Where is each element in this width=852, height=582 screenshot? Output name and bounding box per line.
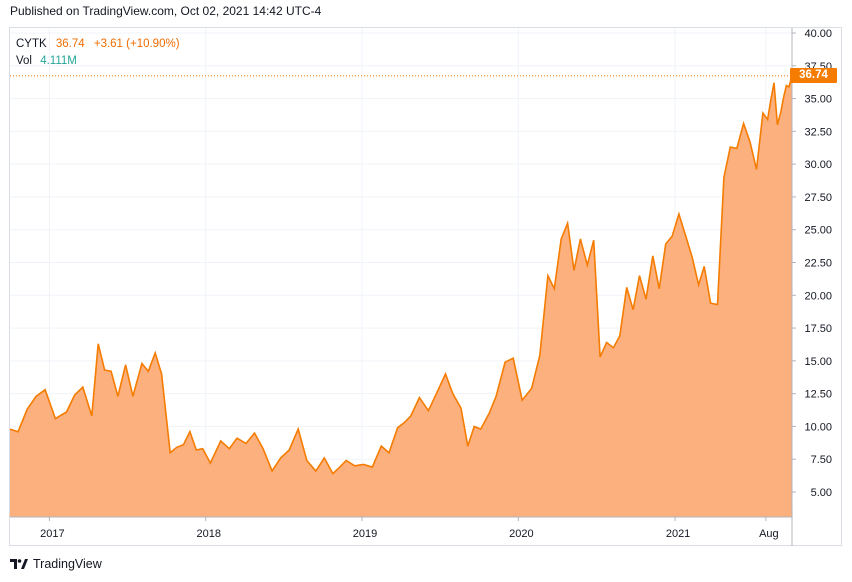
y-tick-label: 12.50 <box>804 389 832 401</box>
footer-brand-label: TradingView <box>33 557 102 571</box>
y-tick-label: 32.50 <box>804 126 832 138</box>
last-price-badge: 36.74 <box>790 68 837 84</box>
legend-price-row: CYTK 36.74 +3.61 (+10.90%) <box>16 36 180 53</box>
y-tick-label: 10.00 <box>804 421 832 433</box>
y-tick-label: 7.50 <box>811 454 832 466</box>
x-tick-label: 2017 <box>40 528 64 540</box>
chart-frame <box>9 27 842 546</box>
y-tick-label: 27.50 <box>804 192 832 204</box>
legend-change: +3.61 (+10.90%) <box>93 38 180 50</box>
legend-symbol[interactable]: CYTK <box>16 38 47 50</box>
y-tick-label: 40.00 <box>804 28 832 40</box>
x-tick-label: 2021 <box>666 528 690 540</box>
legend: CYTK 36.74 +3.61 (+10.90%) Vol 4.111M <box>16 36 180 70</box>
legend-volume-row: Vol 4.111M <box>16 53 180 70</box>
footer-brand[interactable]: TradingView <box>10 557 102 571</box>
y-tick-label: 35.00 <box>804 94 832 106</box>
x-tick-label: 2018 <box>196 528 220 540</box>
price-line <box>9 75 793 475</box>
legend-price: 36.74 <box>55 38 85 50</box>
x-tick-label: 2019 <box>353 528 377 540</box>
y-tick-label: 15.00 <box>804 356 832 368</box>
x-axis: 2017 2018 2019 2020 2021 Aug <box>10 516 792 540</box>
y-tick-label: 22.50 <box>804 258 832 270</box>
y-tick-label: 30.00 <box>804 159 832 171</box>
legend-vol-value: 4.111M <box>40 55 77 67</box>
tradingview-logo-icon <box>10 559 28 569</box>
y-tick-label: 20.00 <box>804 290 832 302</box>
y-tick-label: 25.00 <box>804 225 832 237</box>
x-tick-label: 2020 <box>509 528 533 540</box>
y-tick-label: 17.50 <box>804 323 832 335</box>
y-tick-label: 5.00 <box>811 487 832 499</box>
price-area <box>10 75 792 518</box>
x-tick-label: Aug <box>759 528 779 540</box>
published-header: Published on TradingView.com, Oct 02, 20… <box>10 4 322 18</box>
y-axis: 5.00 7.50 10.00 12.50 15.00 17.50 20.00 22.50 25… <box>791 28 832 546</box>
legend-vol-label: Vol <box>16 55 32 67</box>
